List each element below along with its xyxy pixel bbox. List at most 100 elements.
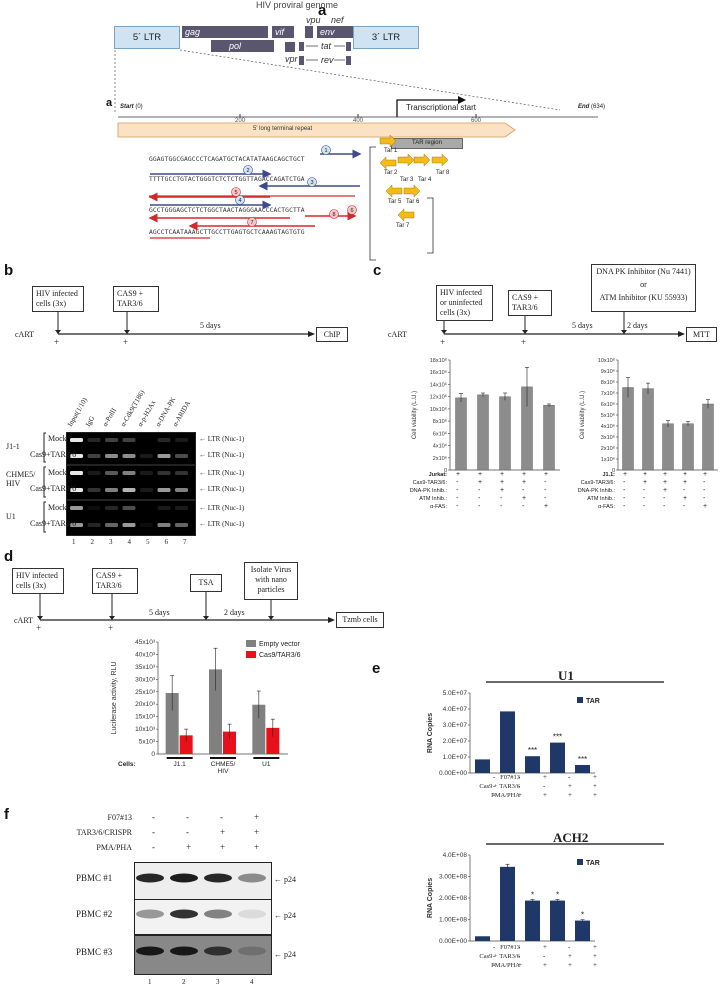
c-y-label: Cell viability (L.U.) — [412, 391, 418, 439]
d-y-tick-label: 10x10³ — [135, 726, 156, 733]
gene-rev1 — [299, 56, 304, 65]
d-y-label: Luciferase activity, RLU — [111, 661, 118, 734]
f-sign: + — [254, 827, 260, 837]
b-timeline — [55, 312, 315, 337]
e-sign: - — [543, 952, 546, 960]
c-y-tick-label: 18x10⁶ — [430, 357, 447, 364]
b-cell-j1: J1-1 — [6, 442, 20, 451]
d-isolate-box: Isolate Virus with nano particles — [244, 562, 298, 600]
e-sign: + — [593, 943, 597, 951]
d-bar — [179, 735, 193, 754]
c-right-row-label: DNA-PK Inhib.: — [577, 488, 615, 494]
c-left-sign: - — [500, 503, 503, 510]
c-right-sign: - — [683, 503, 686, 510]
e-sign: + — [593, 961, 597, 969]
guide-number: 8 — [332, 212, 335, 218]
f-p24-label: ← p24 — [274, 875, 296, 884]
gel-band — [175, 454, 188, 458]
d-legend-swatch — [246, 640, 256, 647]
e-sign: + — [543, 791, 547, 799]
guide-number: 7 — [250, 220, 253, 226]
e-y-tick-label: 1.0E+07 — [443, 754, 468, 761]
e-significance: * — [581, 911, 584, 920]
c-inhibitor-1: DNA PK Inhibitor (Nu 7441) — [596, 267, 691, 276]
b-plus-1: + — [54, 337, 60, 347]
d-bar — [252, 704, 266, 754]
e-bar — [525, 756, 540, 773]
gel-band — [157, 471, 171, 475]
gel-chme5 — [66, 465, 196, 500]
c-right-sign: + — [643, 471, 648, 478]
blot-bands — [136, 873, 266, 956]
b-mock-3: Mock — [48, 503, 67, 512]
d-y-tick-label: 45x10³ — [135, 639, 156, 646]
tick-200: 200 — [235, 118, 246, 124]
d-y-tick-label: 15x10³ — [135, 714, 156, 721]
panel-e-label: e — [372, 660, 381, 677]
e-bottom-title: ACH2 — [553, 830, 589, 845]
b-ltr-label: ← LTR (Nuc-1) — [199, 451, 245, 459]
gel-band — [105, 438, 118, 442]
e-bar — [475, 936, 490, 941]
c-left-sign: - — [544, 479, 547, 486]
d-plus-2: + — [108, 623, 114, 633]
start-num: (0) — [135, 104, 143, 110]
gel-band — [175, 523, 188, 527]
c-y-tick-label: 14x10⁶ — [430, 381, 447, 388]
gel-band — [105, 471, 118, 475]
guide-circle — [321, 145, 331, 155]
c-left-sign: + — [522, 471, 527, 478]
f-lane-number: 4 — [250, 978, 254, 986]
b-cell-u1: U1 — [6, 512, 16, 521]
guide-circle — [247, 217, 257, 227]
ltr3-box: 3´ LTR — [353, 26, 419, 49]
blot-band — [204, 909, 232, 919]
e-bar — [550, 900, 565, 941]
e-sign: + — [593, 952, 597, 960]
b-lane-number: 7 — [183, 538, 187, 546]
f-sign: - — [220, 812, 223, 822]
c-left-row-label: α-FAS: — [430, 504, 447, 510]
c-y-label: Cell viability (L.U.) — [580, 391, 586, 439]
c-y-tick-label: 6x10⁶ — [433, 430, 447, 437]
sequence-line-4: AGCCTCAATAAAGCTTGCCTTGAGTGCTCAAAGTAGTGTG — [149, 229, 305, 236]
gel-band — [70, 506, 83, 510]
e-row-label: PMA/PHA — [491, 792, 520, 799]
b-lane-number: 3 — [109, 538, 113, 546]
e-y-tick-label: 2.00E+08 — [439, 895, 467, 902]
gel-band — [87, 506, 101, 510]
f-row-label: PMA/PHA — [96, 843, 132, 852]
c-left-sign: + — [544, 471, 549, 478]
gel-band — [140, 523, 153, 527]
c-left-row-label: DNA-PK Inhib.: — [409, 488, 447, 494]
e-y-tick-label: 3.0E+07 — [443, 722, 468, 729]
c-left-sign: + — [500, 479, 505, 486]
c-inhibitor-box: DNA PK Inhibitor (Nu 7441) or ATM Inhibi… — [591, 264, 696, 312]
c-y-tick-label: 16x10⁶ — [430, 369, 447, 376]
gel-band — [122, 488, 136, 492]
genome-title: HIV proviral genome — [256, 0, 339, 10]
blot-band — [136, 873, 164, 883]
tick-400: 400 — [353, 118, 364, 124]
f-sign: + — [254, 812, 260, 822]
b-lane-number: 1 — [72, 538, 76, 546]
c-left-sign: + — [478, 471, 483, 478]
b-cart: cART — [15, 330, 35, 339]
d-bar — [209, 669, 222, 754]
f-lane-number: 1 — [148, 978, 152, 986]
seq-end-label: End (634) — [578, 104, 605, 110]
b-lane-number: 6 — [164, 538, 169, 546]
b-chip-box: ChIP — [316, 327, 348, 342]
e-sign: + — [568, 782, 572, 790]
c-step2-box: CAS9 + TAR3/6 — [508, 290, 552, 316]
gel-bands — [70, 438, 188, 527]
d-bar — [223, 731, 236, 754]
e-bar — [550, 742, 565, 773]
c-right-sign: - — [683, 487, 686, 494]
d-cells-label: Cells: — [118, 761, 136, 768]
c-right-sign: + — [663, 479, 668, 486]
e-sign: + — [568, 791, 572, 799]
c-y-tick-label: 10x10⁶ — [598, 357, 615, 364]
c-y-tick-label: 8x10⁶ — [433, 418, 447, 425]
blot-band — [170, 946, 198, 956]
